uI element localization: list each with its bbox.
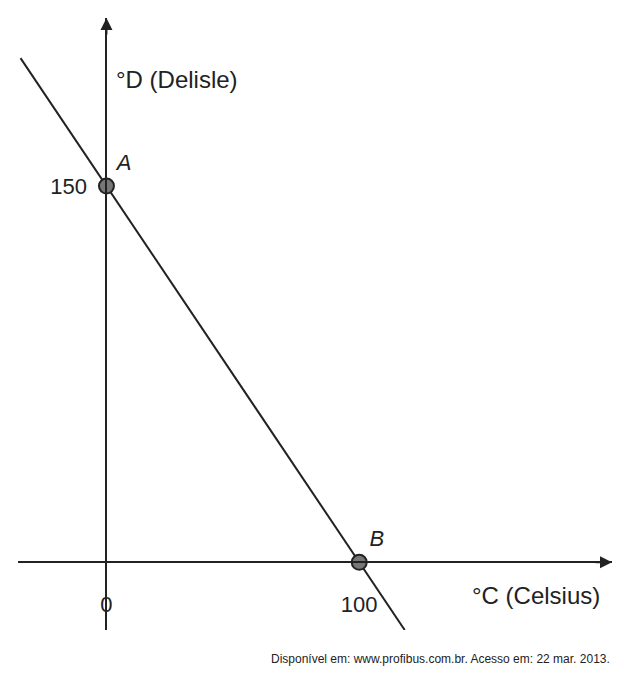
svg-text:B: B (370, 526, 385, 551)
svg-text:A: A (115, 150, 132, 175)
svg-text:100: 100 (341, 592, 378, 617)
svg-text:°D (Delisle): °D (Delisle) (116, 66, 238, 93)
svg-text:Disponível em: www.profibus.co: Disponível em: www.profibus.com.br. Aces… (271, 652, 610, 666)
svg-text:150: 150 (50, 174, 87, 199)
svg-text:°C (Celsius): °C (Celsius) (472, 582, 600, 609)
svg-text:0: 0 (100, 592, 112, 617)
